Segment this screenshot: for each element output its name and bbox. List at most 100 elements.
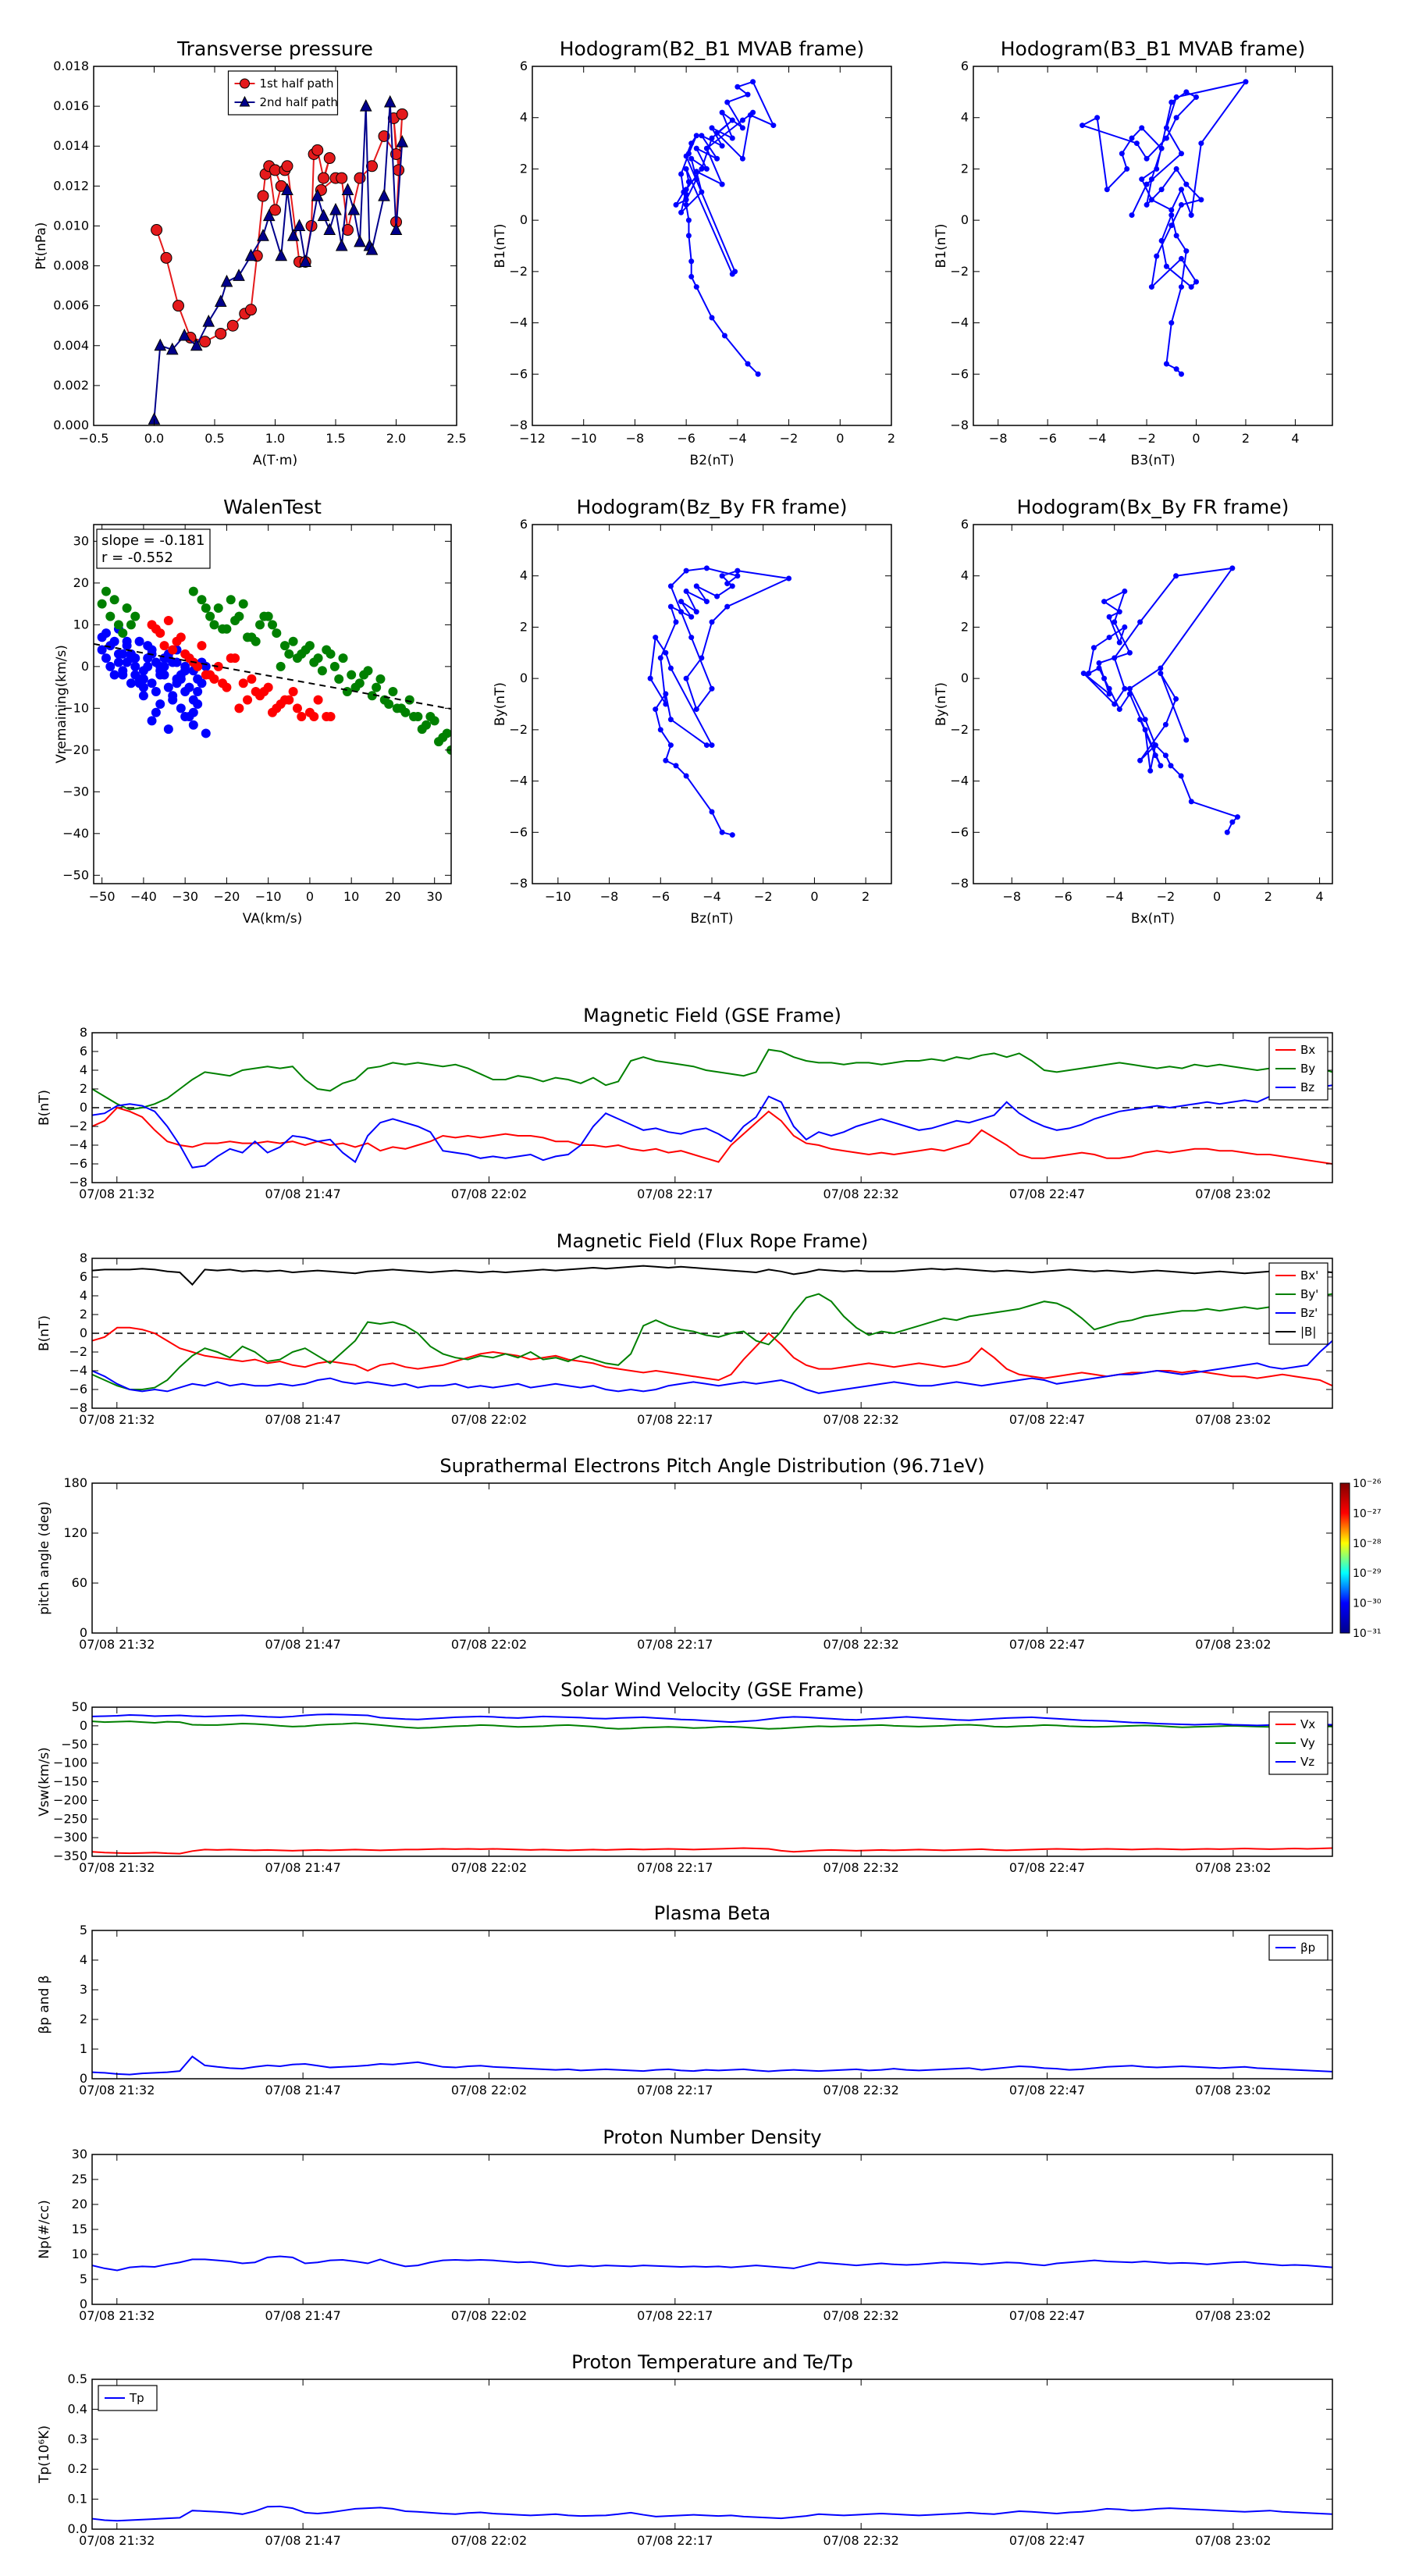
data-point (396, 134, 409, 148)
data-point (1116, 706, 1122, 713)
data-point (197, 595, 207, 605)
data-point (683, 197, 689, 203)
y-tick-label: −4 (69, 1363, 87, 1378)
y-tick-label: 0.5 (68, 2371, 87, 2386)
data-point (130, 661, 140, 671)
data-point (375, 674, 386, 684)
x-tick-label: 07/08 21:47 (265, 1187, 340, 1201)
y-tick-label: −2 (950, 722, 969, 737)
data-point (719, 829, 725, 835)
data-point (309, 712, 319, 722)
x-tick-label: 07/08 22:32 (823, 1412, 899, 1427)
y-tick-label: 0.016 (53, 98, 89, 113)
x-tick-label: −20 (214, 889, 240, 904)
data-point (1144, 201, 1150, 208)
data-point (159, 653, 169, 664)
data-point (202, 314, 215, 327)
data-point (673, 201, 679, 208)
data-point (193, 686, 203, 696)
colorbar-label: 10⁻³⁰ (1353, 1598, 1382, 1610)
data-point (1144, 155, 1150, 162)
x-tick-label: −50 (89, 889, 116, 904)
data-point (678, 599, 685, 605)
y-tick-label: 6 (80, 1269, 87, 1284)
data-point (313, 695, 323, 705)
data-point (1183, 89, 1190, 95)
y-tick-label: −4 (950, 315, 969, 330)
x-axis-label: VA(km/s) (243, 911, 302, 927)
y-tick-label: −6 (950, 824, 969, 839)
data-point (392, 703, 402, 713)
x-tick-label: 07/08 22:47 (1009, 2083, 1085, 2097)
y-tick-label: −200 (53, 1792, 87, 1807)
data-point (688, 614, 695, 620)
x-tick-label: −8 (989, 431, 1008, 446)
data-point (1158, 665, 1164, 671)
data-point (238, 599, 248, 609)
x-tick-label: 07/08 22:47 (1009, 1412, 1085, 1427)
data-point (172, 674, 182, 684)
y-tick-label: 0.000 (53, 418, 89, 432)
data-point (184, 682, 194, 692)
data-point (1168, 222, 1175, 229)
y-tick-label: 8 (80, 1251, 87, 1265)
data-point (335, 238, 348, 251)
data-point (336, 172, 348, 184)
x-tick-label: −8 (626, 431, 645, 446)
data-point (442, 728, 451, 738)
data-point (1163, 125, 1169, 131)
data-point (168, 645, 178, 655)
y-tick-label: 8 (80, 1025, 87, 1040)
legend-label: 2nd half path (260, 95, 338, 109)
x-tick-label: 0 (836, 431, 844, 446)
data-point (292, 653, 302, 664)
chart-hodogram_b2b1: Hodogram(B2_B1 MVAB frame) −8 −6 −4 −2 0 2 4 6 −1… (493, 37, 895, 468)
x-tick-label: 07/08 21:47 (265, 1860, 340, 1875)
data-point (1080, 123, 1086, 129)
series-line-Vy (92, 1720, 1332, 1730)
data-point (97, 645, 107, 655)
data-point (739, 117, 745, 123)
data-point (262, 208, 276, 222)
data-point (688, 635, 695, 641)
data-point (1122, 588, 1128, 594)
x-tick-label: 07/08 23:02 (1195, 2083, 1271, 2097)
data-point (354, 234, 366, 247)
regression-line (94, 642, 451, 710)
data-point (113, 620, 123, 630)
y-tick-label: 10 (72, 2247, 87, 2261)
data-point (109, 636, 119, 646)
legend: Tp (98, 2385, 158, 2411)
data-point (1126, 649, 1133, 656)
data-point (1129, 135, 1135, 141)
data-point (678, 171, 685, 177)
data-point (729, 583, 735, 589)
y-tick-label: 50 (72, 1699, 87, 1714)
data-point (147, 716, 157, 726)
data-point (1122, 624, 1128, 630)
plot-area (92, 1265, 1332, 1394)
legend-marker (239, 95, 251, 107)
data-point (653, 635, 659, 641)
data-point (709, 685, 715, 692)
data-point (673, 763, 679, 769)
legend: Vx Vy Vz (1268, 1711, 1329, 1775)
legend: Bx' By' Bz' |B| (1268, 1262, 1329, 1345)
data-point (1173, 165, 1179, 172)
axes-frame (973, 524, 1333, 884)
data-point (1139, 176, 1145, 183)
data-point (1112, 655, 1118, 661)
legend-label: 1st half path (260, 76, 334, 91)
data-point (1178, 284, 1184, 290)
data-point (134, 636, 144, 646)
data-point (1154, 165, 1160, 172)
data-point (1198, 197, 1204, 203)
data-point (245, 304, 257, 316)
data-point (404, 695, 414, 705)
data-point (703, 145, 710, 151)
data-point (1133, 141, 1140, 147)
data-point (234, 703, 244, 713)
legend-label: By (1300, 1062, 1315, 1076)
x-tick-label: −2 (780, 431, 799, 446)
data-point (653, 706, 659, 713)
